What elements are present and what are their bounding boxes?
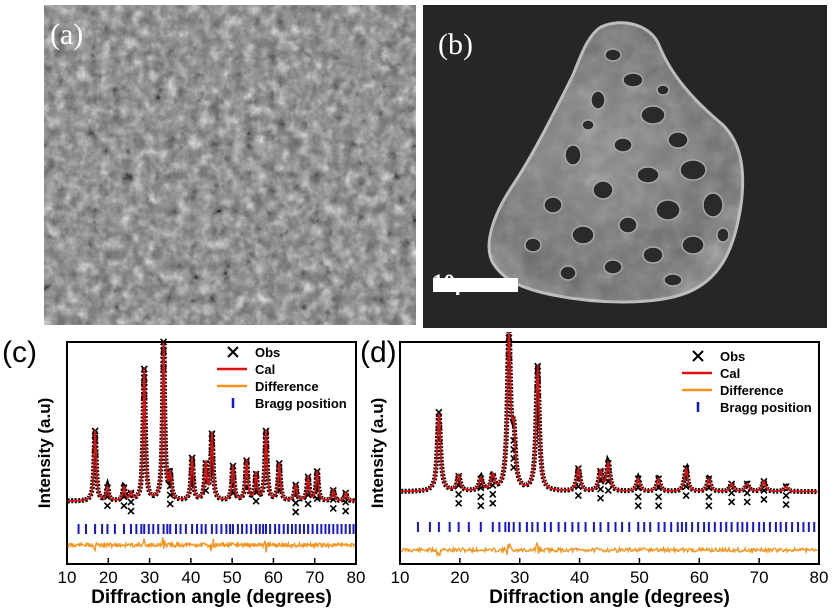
obs-marker <box>477 502 485 510</box>
obs-series <box>401 332 818 510</box>
scale-bar <box>433 278 518 292</box>
sem-image-b <box>423 5 827 328</box>
plot-frame <box>66 341 357 565</box>
sem-texture-a <box>44 5 416 325</box>
difference-line <box>400 542 818 558</box>
x-tick-label: 30 <box>510 568 529 587</box>
bragg-series <box>77 524 355 534</box>
obs-marker <box>477 493 485 501</box>
obs-marker <box>252 497 260 505</box>
x-tick-label: 80 <box>810 568 829 587</box>
obs-marker <box>705 493 713 501</box>
obs-marker <box>743 489 751 497</box>
obs-marker <box>634 502 642 510</box>
plot-frame <box>399 341 820 565</box>
y-axis-label: Intensity (a.u) <box>368 398 387 509</box>
bragg-series <box>416 522 816 532</box>
obs-marker <box>604 486 612 495</box>
x-tick-label: 10 <box>58 568 77 587</box>
obs-marker <box>596 494 605 502</box>
obs-marker <box>329 504 337 512</box>
obs-marker <box>103 502 112 510</box>
obs-marker <box>574 492 582 500</box>
obs-series <box>67 338 356 516</box>
obs-marker <box>127 507 135 515</box>
x-tick-label: 40 <box>570 568 589 587</box>
legend-label: Bragg position <box>255 396 347 411</box>
panel-label-b: (b) <box>438 28 473 61</box>
obs-marker <box>634 493 642 501</box>
obs-marker <box>574 483 582 491</box>
xrd-chart-d: (d) 10 20 30 40 50 60 70 80 Diffraction angle (de… <box>360 332 829 608</box>
legend-label: Obs <box>720 349 745 364</box>
legend: Obs Cal Difference Bragg position <box>682 349 812 415</box>
obs-marker <box>292 499 300 507</box>
xrd-chart-c: (c) 10 20 30 40 50 60 70 80 Diffraction angle (de… <box>2 336 366 608</box>
legend: Obs Cal Difference Bragg position <box>217 345 347 411</box>
obs-marker <box>782 491 790 500</box>
sem-image-a <box>44 5 416 325</box>
obs-marker <box>342 507 350 515</box>
obs-marker <box>728 489 736 497</box>
legend-label: Obs <box>255 345 280 360</box>
x-tick-label: 20 <box>450 568 469 587</box>
obs-marker <box>682 483 690 491</box>
obs-marker <box>534 389 542 397</box>
scale-bar-label: 10μm <box>432 270 488 295</box>
sem-particle-b <box>433 21 745 304</box>
x-axis-label: Diffraction angle (degrees) <box>91 587 332 608</box>
obs-marker <box>728 498 736 506</box>
obs-line <box>67 342 356 504</box>
panel-label: (d) <box>360 336 397 369</box>
x-tick-label: 70 <box>305 568 324 587</box>
x-tick-label: 60 <box>690 568 709 587</box>
obs-marker <box>435 408 443 416</box>
x-tick-label: 50 <box>630 568 649 587</box>
legend-label: Difference <box>255 379 319 394</box>
x-tick-label: 70 <box>750 568 769 587</box>
panel-label-a: (a) <box>50 18 84 51</box>
x-tick-label: 50 <box>223 568 242 587</box>
obs-marker <box>682 492 690 500</box>
obs-marker <box>127 498 135 506</box>
x-tick-label: 40 <box>181 568 200 587</box>
obs-marker <box>655 493 663 501</box>
obs-marker <box>160 338 168 346</box>
obs-marker <box>166 500 174 508</box>
x-tick-label: 10 <box>391 568 410 587</box>
obs-marker <box>304 500 312 508</box>
x-tick-label: 80 <box>347 568 366 587</box>
obs-marker <box>120 502 128 510</box>
x-tick-label: 60 <box>264 568 283 587</box>
difference-line <box>67 537 356 553</box>
legend-label: Bragg position <box>720 400 812 415</box>
legend-label: Cal <box>720 366 740 381</box>
obs-marker <box>292 508 300 516</box>
obs-marker <box>455 499 463 507</box>
obs-marker <box>705 502 713 510</box>
obs-marker <box>455 490 463 498</box>
obs-marker <box>655 502 663 510</box>
obs-marker <box>596 485 605 493</box>
x-axis-label: Diffraction angle (degrees) <box>489 587 730 608</box>
cal-line <box>401 332 818 493</box>
legend-label: Cal <box>255 362 275 377</box>
obs-marker <box>489 490 497 498</box>
obs-marker <box>342 498 350 506</box>
x-tick-label: 30 <box>140 568 159 587</box>
legend-swatch-obs <box>227 346 239 358</box>
x-tick-label: 20 <box>99 568 118 587</box>
legend-label: Difference <box>720 383 784 398</box>
obs-marker <box>782 500 790 509</box>
panel-label: (c) <box>2 336 37 369</box>
cal-line <box>67 342 356 502</box>
y-axis-label: Intensity (a.u) <box>35 398 54 509</box>
obs-marker <box>743 498 751 506</box>
obs-marker <box>489 499 497 507</box>
obs-marker <box>313 494 321 503</box>
legend-swatch-obs <box>692 350 704 362</box>
obs-marker <box>760 495 768 503</box>
